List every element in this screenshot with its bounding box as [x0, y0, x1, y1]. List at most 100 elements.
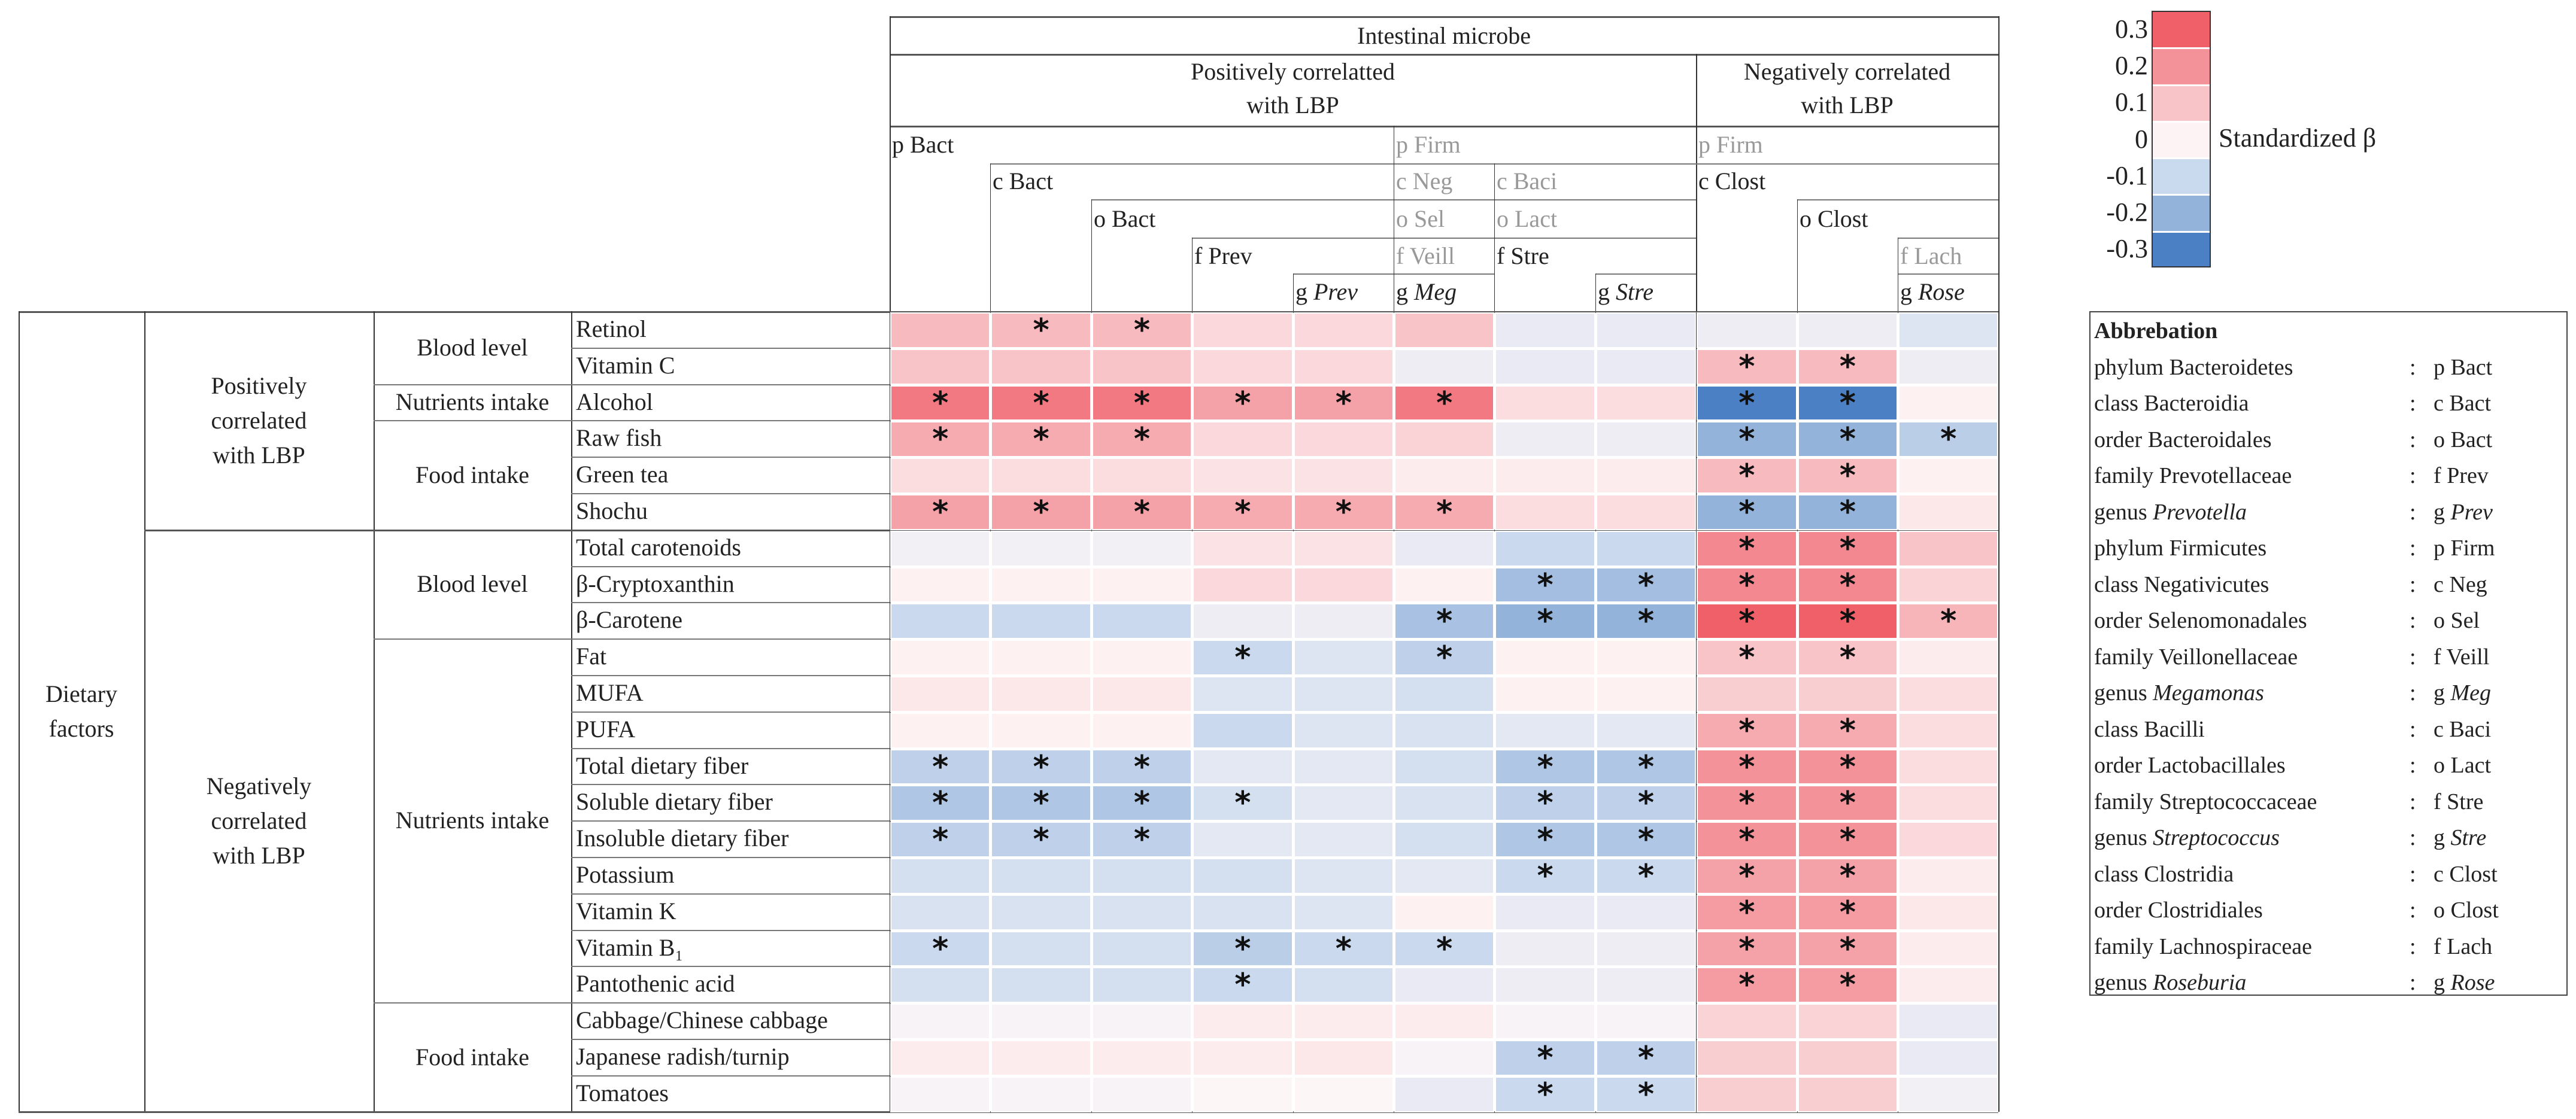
heatmap-cell: *	[1495, 603, 1595, 639]
heatmap-cell: *	[991, 749, 1091, 785]
abbreviation-fullname: order Clostridiales	[2094, 896, 2263, 924]
taxon-prefix: g	[1295, 278, 1307, 305]
significance-marker: *	[1537, 1076, 1554, 1112]
prefix: g	[2434, 680, 2445, 706]
label-line: correlated	[211, 807, 307, 834]
divider	[571, 602, 890, 604]
abbr: Lach	[2447, 933, 2493, 959]
heatmap-cell	[1293, 712, 1394, 749]
heatmap-cell	[1193, 1076, 1293, 1112]
heatmap-cell	[1293, 458, 1394, 494]
heatmap-cell	[1495, 494, 1595, 530]
taxon-o-sel: o Sel	[1396, 205, 1445, 232]
significance-marker: *	[1537, 1039, 1554, 1076]
taxon-p-firm-neg: p Firm	[1698, 131, 1763, 158]
taxon-name: Bacteroidales	[2147, 427, 2272, 452]
abbr: Veill	[2446, 644, 2490, 670]
heatmap-cell	[1394, 458, 1495, 494]
abbreviation-separator: :	[2410, 571, 2416, 597]
heatmap-cell	[1193, 712, 1293, 749]
significance-marker: *	[1335, 494, 1352, 530]
heatmap-cell	[1898, 822, 1999, 858]
taxon-name: Bacteroidetes	[2169, 354, 2293, 380]
heatmap-cell	[1595, 421, 1697, 458]
abbreviation-separator: :	[2410, 499, 2416, 525]
abbreviation-fullname: family Lachnospiraceae	[2094, 933, 2312, 960]
heatmap-cell	[1797, 1040, 1898, 1076]
heatmap-cell: *	[1797, 895, 1898, 931]
taxon-name: Bacteroidia	[2144, 391, 2249, 416]
heatmap-cell	[1797, 312, 1898, 348]
heatmap-cell	[1394, 1004, 1495, 1039]
taxon-genus: Prev	[1313, 278, 1358, 305]
positive-group-line1: Positively correlatted	[1190, 58, 1395, 85]
divider	[1494, 163, 1495, 311]
significance-marker: *	[1637, 567, 1655, 603]
significance-marker: *	[1839, 530, 1856, 567]
heatmap-cell	[1898, 312, 1999, 348]
significance-marker: *	[1738, 931, 1755, 967]
prefix: p	[2434, 536, 2445, 561]
significance-marker: *	[1637, 1076, 1655, 1112]
heatmap-cell	[1898, 712, 1999, 749]
negative-correlated-label: Negatively correlated with LBP	[144, 530, 374, 1112]
heatmap-cell	[1091, 1040, 1193, 1076]
heatmap-cell: *	[991, 312, 1091, 348]
heatmap-cell	[1898, 676, 1999, 712]
heatmap-cell	[1394, 567, 1495, 603]
divider	[571, 893, 890, 895]
heatmap-cell	[1193, 567, 1293, 603]
rank: class	[2094, 716, 2138, 742]
heatmap-cell	[890, 348, 991, 385]
significance-marker: *	[1234, 494, 1251, 530]
abbreviation-separator: :	[2410, 898, 2416, 923]
heatmap-cell: *	[1394, 931, 1495, 967]
abbreviation-fullname: phylum Firmicutes	[2094, 534, 2266, 562]
heatmap-cell	[1293, 967, 1394, 1004]
abbreviation-separator: :	[2410, 391, 2416, 416]
taxon-c-clost: c Clost	[1698, 168, 1766, 194]
abbr: Stre	[2447, 789, 2484, 814]
heatmap-cell	[1495, 530, 1595, 567]
row-label: MUFA	[576, 679, 644, 706]
divider	[571, 711, 890, 713]
abbreviation-fullname: genus Streptococcus	[2094, 824, 2280, 852]
divider	[571, 857, 890, 858]
heatmap-cell	[1193, 348, 1293, 385]
significance-marker: *	[1234, 785, 1251, 822]
colorbar-tick-label: 0.3	[2115, 14, 2148, 44]
heatmap-cell	[1293, 749, 1394, 785]
rank: family	[2094, 789, 2154, 814]
heatmap-cell: *	[1595, 1076, 1697, 1112]
abbreviation-short: f Lach	[2434, 933, 2492, 960]
abbreviation-fullname: family Streptococcaceae	[2094, 788, 2317, 816]
heatmap-cell	[1797, 1004, 1898, 1039]
significance-marker: *	[1839, 749, 1856, 785]
taxon-g-rose: g Rose	[1900, 274, 1965, 310]
significance-marker: *	[1033, 312, 1049, 348]
heatmap-cell: *	[1898, 421, 1999, 457]
taxon-name: Prevotellaceae	[2159, 463, 2292, 488]
taxon-prefix: g	[1598, 278, 1610, 305]
heatmap-title: Intestinal microbe	[1357, 22, 1531, 49]
significance-marker: *	[1839, 931, 1856, 967]
label-line: factors	[48, 715, 114, 742]
heatmap-cell	[1898, 567, 1999, 603]
significance-marker: *	[1738, 894, 1755, 931]
heatmap-cell	[991, 567, 1091, 603]
heatmap-cell	[1595, 931, 1697, 967]
heatmap-cell	[1898, 348, 1999, 385]
heatmap-cell	[991, 348, 1091, 385]
heatmap-cell	[1495, 894, 1595, 931]
heatmap-cell	[1293, 1076, 1394, 1112]
heatmap-cell: *	[1091, 312, 1193, 348]
significance-marker: *	[1839, 567, 1856, 603]
rank: genus	[2094, 825, 2147, 850]
label-line: Positively	[211, 372, 307, 399]
taxon-f-prev: f Prev	[1194, 242, 1252, 269]
heatmap-cell	[1394, 348, 1495, 385]
taxon-name: Bacilli	[2144, 716, 2205, 742]
heatmap-cell	[1898, 640, 1999, 676]
heatmap-cell	[991, 1040, 1091, 1076]
heatmap-cell	[1697, 676, 1797, 712]
